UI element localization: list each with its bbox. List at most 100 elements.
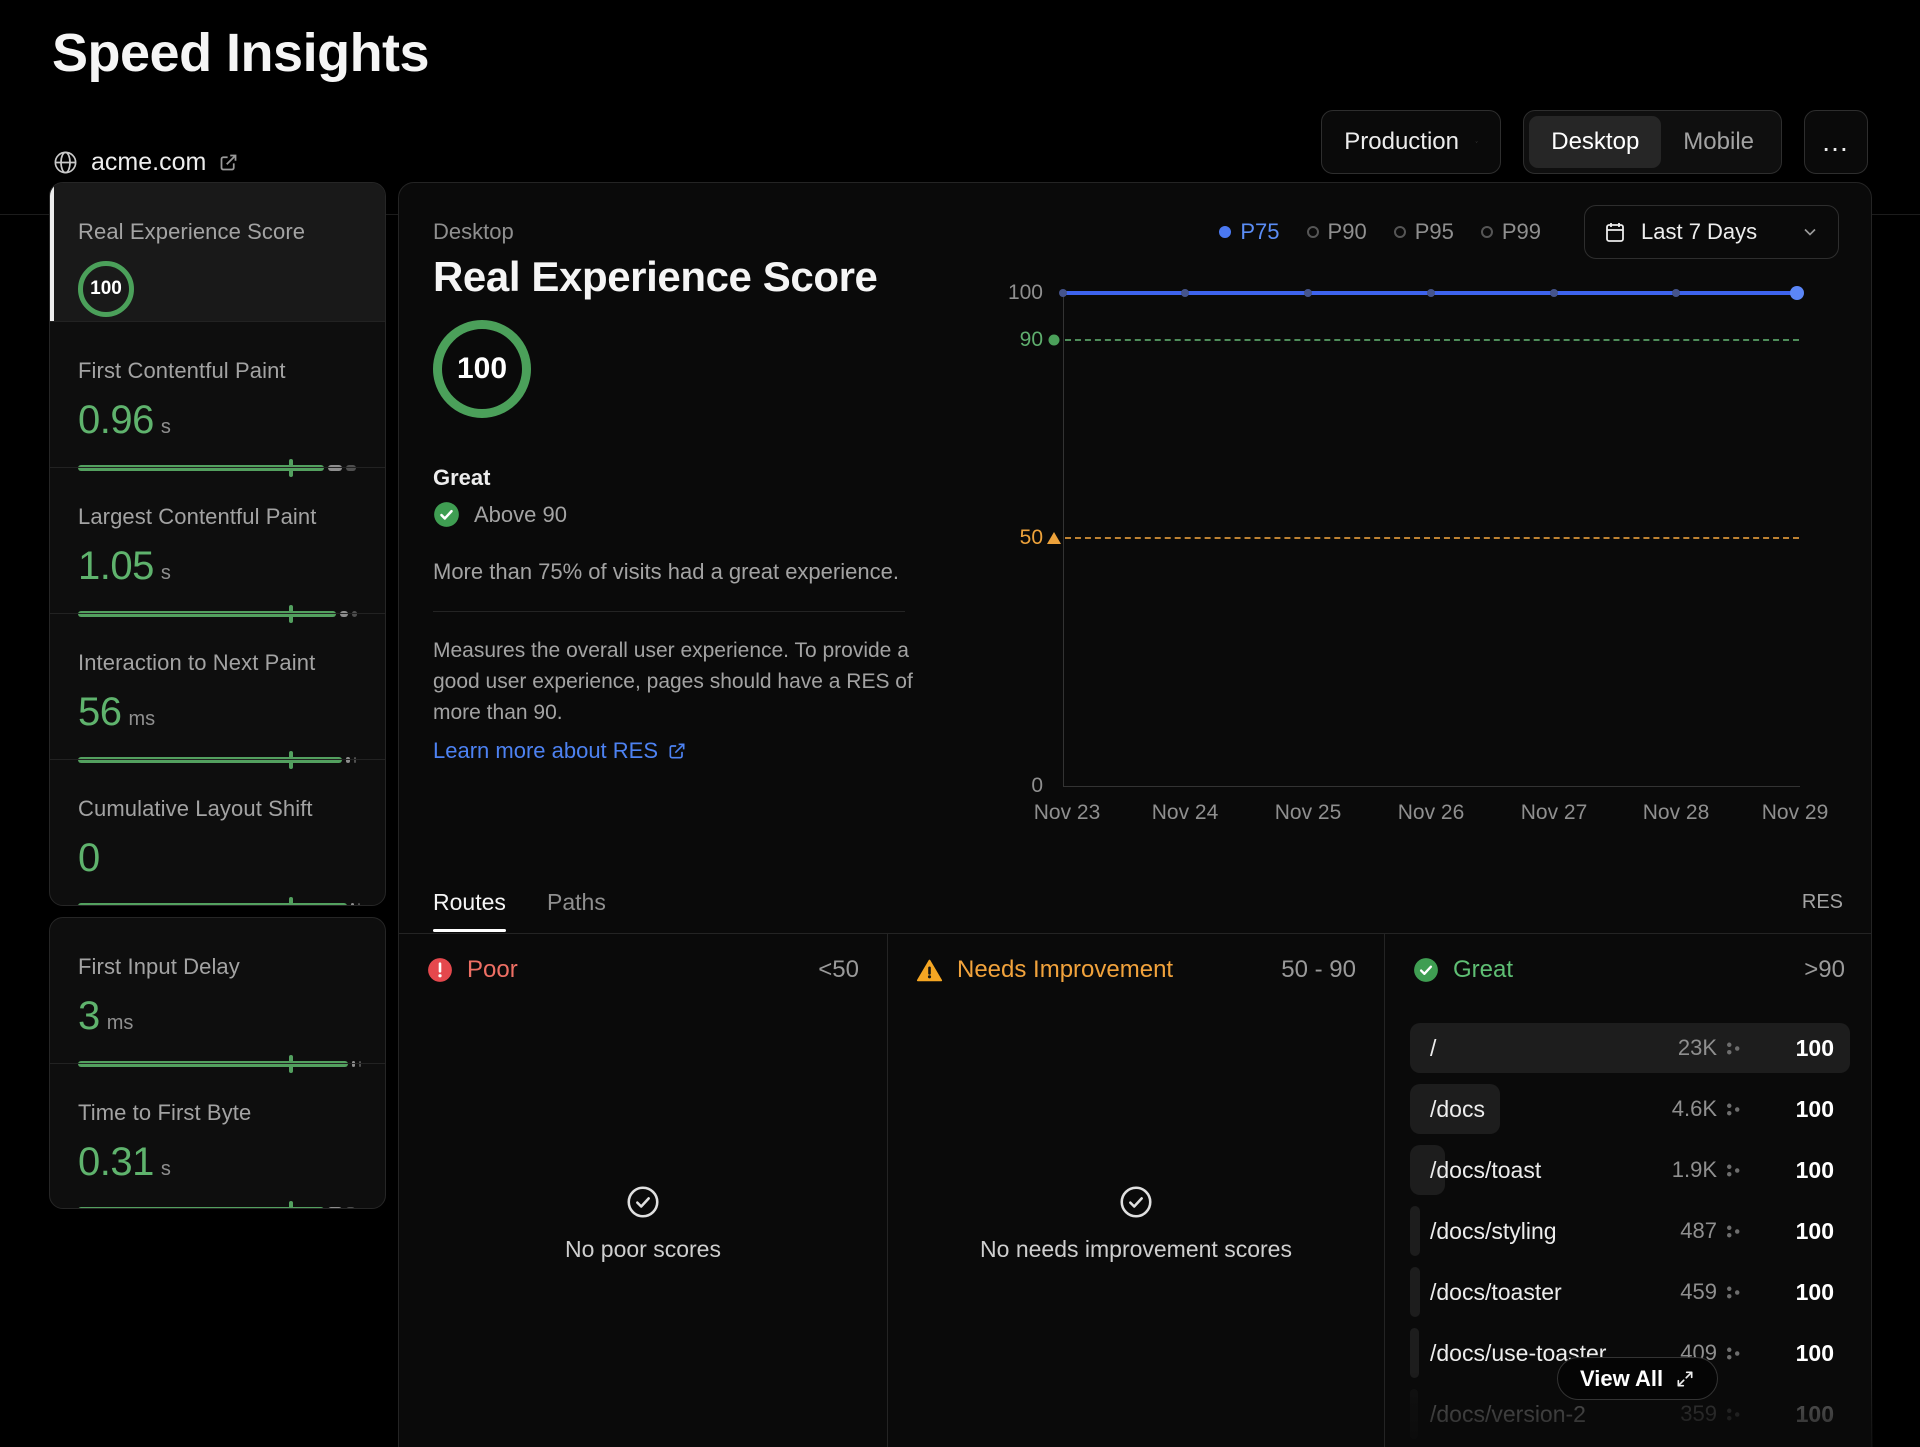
route-row[interactable]: /docs/styling 487 100 — [1410, 1206, 1850, 1256]
y-tick-90: 90 — [987, 328, 1043, 352]
datapoints-icon — [1725, 1223, 1742, 1240]
metric-label: Interaction to Next Paint — [78, 650, 357, 676]
domain-row: acme.com — [52, 148, 239, 177]
data-point — [1427, 289, 1435, 297]
main-panel: Desktop Real Experience Score 100 Great … — [398, 182, 1872, 1447]
x-tick: Nov 27 — [1521, 801, 1588, 825]
x-tick: Nov 29 — [1762, 801, 1829, 825]
legend-dot — [1481, 226, 1493, 238]
metric-bar-marker — [289, 897, 293, 906]
percentile-option-p75[interactable]: P75 — [1219, 219, 1279, 245]
tab-paths[interactable]: Paths — [547, 889, 606, 916]
needs-improvement-empty-state: No needs improvement scores — [888, 1184, 1384, 1263]
panel-title: Real Experience Score — [433, 253, 878, 301]
metric-value: 0.31 — [78, 1140, 154, 1185]
metric-bar — [78, 903, 357, 906]
device-tab-desktop[interactable]: Desktop — [1529, 116, 1661, 168]
res-score-ring: 100 — [78, 261, 134, 317]
data-point — [1304, 289, 1312, 297]
environment-select[interactable]: Production — [1321, 110, 1501, 174]
route-row[interactable]: /docs/toast 1.9K 100 — [1410, 1145, 1850, 1195]
chevron-down-icon — [1800, 222, 1820, 242]
globe-icon — [52, 149, 79, 176]
sidebar-item-first-input-delay[interactable]: First Input Delay 3ms — [50, 918, 385, 1063]
metric-unit: ms — [129, 708, 156, 731]
metric-label: First Input Delay — [78, 954, 357, 980]
datapoints-icon — [1725, 1101, 1742, 1118]
tab-routes[interactable]: Routes — [433, 889, 506, 916]
route-row[interactable]: /docs 4.6K 100 — [1410, 1084, 1850, 1134]
sidebar-item-time-to-first-byte[interactable]: Time to First Byte 0.31s — [50, 1063, 385, 1208]
metric-value: 1.05 — [78, 544, 154, 589]
external-link-icon — [667, 741, 687, 761]
sidebar-item-real-experience-score[interactable]: Real Experience Score 100 — [50, 183, 385, 321]
metric-value: 0 — [78, 836, 100, 881]
threshold-triangle-marker — [1047, 532, 1061, 544]
percentile-option-p90[interactable]: P90 — [1307, 219, 1367, 245]
reference-line-50 — [1065, 537, 1799, 539]
data-point — [1181, 289, 1189, 297]
legend-dot — [1219, 226, 1231, 238]
percentile-option-p95[interactable]: P95 — [1394, 219, 1454, 245]
bucket-poor-header: Poor <50 — [399, 956, 887, 984]
external-link-icon[interactable] — [218, 152, 239, 173]
metric-label: Largest Contentful Paint — [78, 504, 357, 530]
sidebar-item-first-contentful-paint[interactable]: First Contentful Paint 0.96s — [50, 321, 385, 467]
x-tick: Nov 23 — [1034, 801, 1101, 825]
chevron-down-icon — [1475, 132, 1478, 152]
legend-dot — [1394, 226, 1406, 238]
threshold-label: Above 90 — [474, 502, 567, 528]
y-tick-100: 100 — [987, 281, 1043, 305]
route-row[interactable]: / 23K 100 — [1410, 1023, 1850, 1073]
data-point — [1550, 289, 1558, 297]
device-tab-mobile[interactable]: Mobile — [1661, 116, 1776, 168]
y-axis-line — [1063, 293, 1064, 786]
x-tick: Nov 26 — [1398, 801, 1465, 825]
environment-label: Production — [1344, 128, 1459, 156]
y-tick-50: 50 — [987, 526, 1043, 550]
metric-label: Real Experience Score — [78, 219, 357, 245]
learn-more-link[interactable]: Learn more about RES — [433, 738, 687, 764]
bucket-great: Great >90 / 23K 100 /docs 4.6K 100 — [1384, 934, 1873, 1447]
traffic-bar — [1410, 1389, 1418, 1439]
sidebar-item-interaction-to-next-paint[interactable]: Interaction to Next Paint 56 ms — [50, 613, 385, 759]
datapoints-icon — [1725, 1345, 1742, 1362]
threshold-row: Above 90 — [433, 501, 567, 528]
sidebar-metrics-group-2: First Input Delay 3ms Time to First Byte… — [49, 917, 386, 1209]
view-all-button[interactable]: View All — [1557, 1357, 1718, 1400]
check-circle-outline-icon — [1118, 1184, 1154, 1220]
metric-label: First Contentful Paint — [78, 358, 357, 384]
traffic-bar — [1410, 1267, 1420, 1317]
x-axis-line — [1063, 786, 1800, 787]
datapoints-icon — [1725, 1040, 1742, 1057]
datapoints-icon — [1725, 1406, 1742, 1423]
more-button[interactable]: … — [1804, 110, 1868, 174]
calendar-icon — [1603, 220, 1627, 244]
metric-unit: s — [161, 562, 171, 585]
device-label: Desktop — [433, 219, 514, 245]
percentile-legend: P75 P90 P95 P99 — [1219, 219, 1541, 245]
x-tick: Nov 24 — [1152, 801, 1219, 825]
threshold-dot-marker — [1049, 335, 1060, 346]
speed-insights-page: Speed Insights acme.com Production Deskt… — [0, 0, 1920, 1447]
metric-value: 56 — [78, 690, 122, 735]
bucket-great-header: Great >90 — [1385, 956, 1873, 984]
y-tick-0: 0 — [987, 774, 1043, 798]
device-toggle: Desktop Mobile — [1523, 110, 1782, 174]
bucket-poor: Poor <50 No poor scores — [399, 934, 887, 1447]
date-range-select[interactable]: Last 7 Days — [1584, 205, 1839, 259]
datapoints-icon — [1725, 1284, 1742, 1301]
reference-line-90 — [1065, 339, 1799, 341]
check-circle-icon — [433, 501, 460, 528]
metric-value: 0.96 — [78, 398, 154, 443]
header-controls: Production Desktop Mobile … — [1321, 110, 1868, 174]
routes-paths-tabs: Routes Paths RES — [399, 881, 1871, 934]
route-row[interactable]: /docs/toaster 459 100 — [1410, 1267, 1850, 1317]
description-text: Measures the overall user experience. To… — [433, 635, 927, 728]
sidebar-item-cumulative-layout-shift[interactable]: Cumulative Layout Shift 0 — [50, 759, 385, 905]
domain-link[interactable]: acme.com — [91, 148, 206, 177]
datapoints-icon — [1725, 1162, 1742, 1179]
percentile-option-p99[interactable]: P99 — [1481, 219, 1541, 245]
sidebar-item-largest-contentful-paint[interactable]: Largest Contentful Paint 1.05 s — [50, 467, 385, 613]
metric-unit: s — [161, 1158, 171, 1181]
